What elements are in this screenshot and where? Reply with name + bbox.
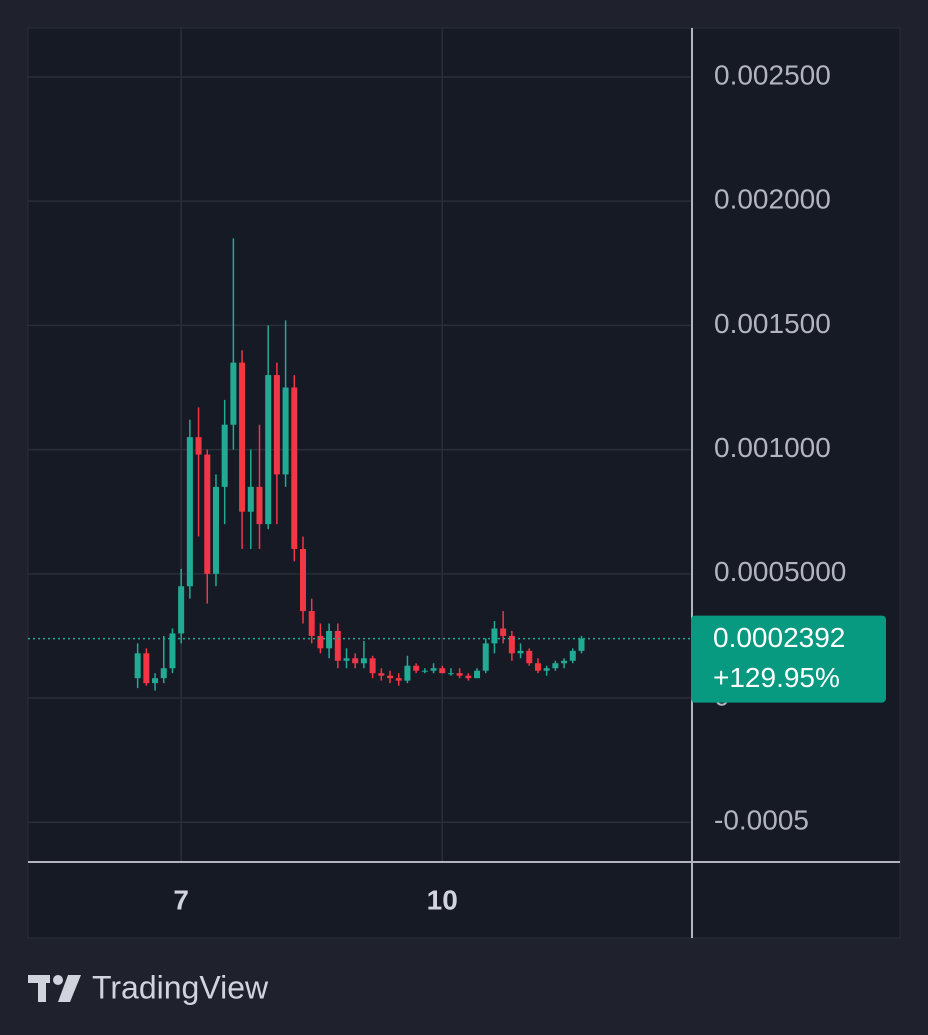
candle-body — [543, 668, 550, 671]
candle-body — [186, 437, 193, 587]
last-price-box — [691, 615, 886, 703]
candle-body — [256, 486, 263, 525]
candle-body — [491, 628, 498, 644]
candle-body — [317, 635, 324, 649]
candle-body — [578, 638, 585, 651]
candle-body — [482, 643, 489, 671]
candle-body — [291, 387, 298, 549]
x-tick-label: 10 — [427, 884, 458, 915]
y-tick-label: -0.0005 — [714, 805, 809, 836]
candle-body — [534, 663, 541, 671]
candle-body — [334, 630, 341, 661]
x-tick-label: 7 — [173, 884, 189, 915]
candle-body — [282, 387, 289, 475]
candle-body — [439, 668, 446, 674]
y-tick-label: 0.0005000 — [714, 556, 846, 587]
candle-body — [169, 633, 176, 669]
chart-panel — [27, 27, 901, 939]
y-tick-label: 0.001500 — [714, 308, 831, 339]
candle-body — [500, 628, 507, 636]
axis-labels: 0.002500 0.002000 0.001500 0.001000 0.000500… — [173, 59, 846, 915]
candle-body — [134, 653, 141, 679]
candle-body — [195, 437, 202, 455]
candles — [134, 238, 585, 691]
candle-body — [265, 375, 272, 525]
candle-body — [212, 486, 219, 574]
candle-body — [308, 611, 315, 636]
candle-body — [273, 375, 280, 475]
candle-body — [369, 658, 376, 674]
logo: TradingView — [28, 969, 269, 1005]
candle-body — [569, 650, 576, 661]
candle-body — [247, 486, 254, 512]
candle-body — [152, 678, 159, 684]
y-tick-label: 0.002500 — [714, 59, 831, 90]
candle-body — [299, 548, 306, 612]
candle-body — [465, 675, 472, 679]
price-change-label: +129.95% — [713, 662, 840, 693]
candle-body — [387, 675, 394, 679]
y-tick-label: 0.002000 — [714, 184, 831, 215]
candle-body — [160, 668, 167, 679]
candle-body — [204, 454, 211, 574]
candle-body — [239, 362, 246, 512]
logo-shape — [38, 975, 46, 1002]
candle-body — [474, 670, 481, 679]
last-price-label: 0.0002392 — [713, 622, 845, 653]
candle-body — [230, 362, 237, 425]
candle-body — [143, 653, 150, 684]
candle-body — [178, 586, 185, 634]
candle-body — [526, 650, 533, 664]
candle-body — [517, 650, 524, 654]
candle-body — [352, 658, 359, 664]
candle-body — [421, 670, 428, 672]
candle-body — [360, 658, 367, 664]
logo-shape — [58, 975, 81, 1002]
candle-body — [508, 635, 515, 654]
candle-body — [221, 424, 228, 487]
candle-body — [561, 660, 568, 664]
candle-body — [413, 665, 420, 671]
grid — [28, 28, 692, 862]
candle-body — [378, 673, 385, 676]
logo-shape — [53, 975, 63, 985]
brand: TradingView — [92, 969, 269, 1005]
candle-body — [343, 658, 350, 661]
candle-body — [395, 678, 402, 681]
candle-body — [430, 668, 437, 671]
y-tick-label: 0.001000 — [714, 432, 831, 463]
last-price: 0.0002392 +129.95% — [28, 615, 886, 703]
candle-body — [447, 673, 454, 675]
candle-body — [552, 663, 559, 669]
candle-body — [404, 665, 411, 681]
candle-body — [326, 630, 333, 649]
candle-body — [456, 673, 463, 676]
